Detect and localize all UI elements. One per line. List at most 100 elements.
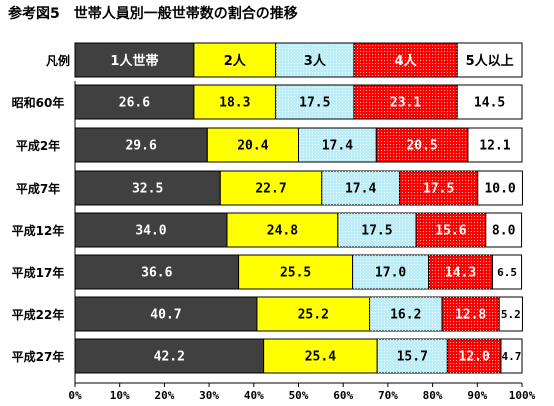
bar-segment-texture bbox=[428, 255, 493, 289]
bar-row: 平成22年 40.7 25.2 16.2 12.8 5.2 bbox=[12, 296, 523, 332]
data-label: 12.0 bbox=[459, 350, 490, 365]
x-tick-label: 80% bbox=[423, 389, 443, 402]
bar-segment bbox=[441, 296, 500, 332]
bar-segment bbox=[74, 127, 208, 163]
data-label: 14.3 bbox=[445, 266, 476, 281]
bar-segment bbox=[477, 170, 523, 206]
bar-segment bbox=[74, 170, 221, 206]
legend-swatch-4 bbox=[456, 42, 523, 78]
bar-segment-fill bbox=[219, 170, 323, 206]
data-label: 32.5 bbox=[132, 182, 163, 197]
data-label: 22.7 bbox=[255, 182, 286, 197]
legend-swatch-4-fill bbox=[456, 42, 523, 78]
bar-segment-fill bbox=[256, 296, 371, 332]
bar-segment bbox=[193, 84, 277, 120]
legend-swatch-2 bbox=[275, 42, 355, 78]
category-label: 平成12年 bbox=[12, 223, 65, 238]
data-label: 20.4 bbox=[237, 139, 268, 154]
plot-area: 昭和60年 26.6 18.3 17.5 23.1 14.5 平成2年 29.6 20.4 17.… bbox=[12, 84, 523, 374]
bar-segment-texture bbox=[369, 297, 442, 331]
bar-segment-fill bbox=[74, 170, 221, 206]
legend-label-3: 4人 bbox=[395, 53, 418, 69]
bar-segment bbox=[446, 338, 502, 374]
bar-segment-fill bbox=[498, 296, 523, 332]
bar-segment bbox=[337, 212, 417, 248]
data-label: 4.7 bbox=[502, 350, 522, 363]
x-tick-label: 10% bbox=[110, 389, 130, 402]
category-label: 昭和60年 bbox=[12, 95, 65, 110]
data-label: 25.5 bbox=[280, 266, 311, 281]
x-tick-label: 50% bbox=[289, 389, 309, 402]
data-label: 17.4 bbox=[322, 139, 353, 154]
bar-segment-texture bbox=[337, 213, 417, 247]
chart-title: 参考図5 世帯人員別一般世帯数の割合の推移 bbox=[8, 5, 298, 22]
x-tick-label: 30% bbox=[199, 389, 219, 402]
bar-row: 平成2年 29.6 20.4 17.4 20.5 12.1 bbox=[16, 127, 523, 163]
legend-title: 凡例 bbox=[46, 53, 70, 68]
bar-segment-fill bbox=[491, 254, 523, 290]
bar-segment bbox=[375, 127, 469, 163]
bar-segment bbox=[226, 212, 339, 248]
bar-segment-texture bbox=[441, 297, 500, 331]
data-label: 16.2 bbox=[390, 308, 421, 323]
data-label: 42.2 bbox=[154, 350, 185, 365]
bar-segment bbox=[428, 254, 493, 290]
bar-segment-fill bbox=[193, 84, 277, 120]
bar-segment-fill bbox=[74, 254, 240, 290]
data-label: 17.0 bbox=[375, 266, 406, 281]
bar-segment-fill bbox=[456, 84, 523, 120]
bar-segment-texture bbox=[275, 85, 354, 119]
legend-label-1: 2人 bbox=[224, 53, 247, 69]
bar-segment-fill bbox=[263, 338, 378, 374]
bar-segment bbox=[467, 127, 523, 163]
bar-segment bbox=[491, 254, 523, 290]
x-tick-label: 70% bbox=[378, 389, 398, 402]
data-label: 20.5 bbox=[406, 139, 437, 154]
bar-segment bbox=[498, 296, 523, 332]
bar-segment-fill bbox=[500, 338, 523, 374]
data-label: 26.6 bbox=[119, 96, 150, 111]
data-label: 34.0 bbox=[135, 224, 166, 239]
bar-segment-texture bbox=[377, 339, 448, 373]
bar-segment bbox=[500, 338, 523, 374]
x-tick-label: 40% bbox=[244, 389, 264, 402]
category-label: 平成7年 bbox=[16, 181, 60, 196]
data-label: 25.2 bbox=[298, 308, 329, 323]
data-label: 17.5 bbox=[423, 182, 454, 197]
bar-segment bbox=[263, 338, 378, 374]
bar-segment bbox=[219, 170, 323, 206]
legend-swatch-3-texture bbox=[353, 43, 458, 77]
bar-segment bbox=[399, 170, 479, 206]
data-label: 17.5 bbox=[361, 224, 392, 239]
bar-segment bbox=[275, 84, 355, 120]
data-label: 24.8 bbox=[267, 224, 298, 239]
category-label: 平成17年 bbox=[12, 265, 65, 280]
bar-segment-texture bbox=[352, 255, 429, 289]
data-label: 14.5 bbox=[474, 96, 505, 111]
x-tick-label: 100% bbox=[509, 389, 536, 402]
data-label: 18.3 bbox=[219, 96, 250, 111]
bar-segment bbox=[415, 212, 487, 248]
bar-segment bbox=[353, 84, 458, 120]
data-label: 15.6 bbox=[435, 224, 466, 239]
bar-segment bbox=[321, 170, 401, 206]
bar-segment-fill bbox=[74, 84, 195, 120]
data-label: 17.4 bbox=[345, 182, 376, 197]
data-label: 17.5 bbox=[299, 96, 330, 111]
x-tick-label: 90% bbox=[467, 389, 487, 402]
bar-row: 平成27年 42.2 25.4 15.7 12.0 4.7 bbox=[12, 338, 523, 374]
bar-segment-texture bbox=[399, 171, 478, 205]
bar-segment bbox=[376, 338, 448, 374]
bar-segment-fill bbox=[74, 212, 228, 248]
legend-label-2: 3人 bbox=[304, 53, 327, 69]
legend-swatch-0-fill bbox=[74, 42, 195, 78]
bar-segment bbox=[74, 212, 228, 248]
legend-swatch-0 bbox=[74, 42, 195, 78]
data-label: 12.1 bbox=[479, 139, 510, 154]
data-label: 6.5 bbox=[497, 266, 517, 279]
legend-label-0: 1人世帯 bbox=[110, 53, 158, 69]
x-tick-label: 0% bbox=[68, 389, 82, 402]
data-label: 12.8 bbox=[455, 308, 486, 323]
bar-row: 平成17年 36.6 25.5 17.0 14.3 6.5 bbox=[12, 254, 523, 290]
